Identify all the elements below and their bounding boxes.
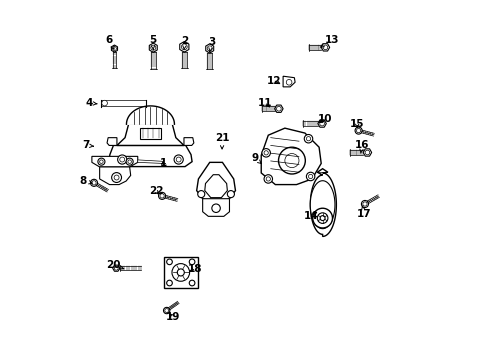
Text: 9: 9 — [251, 153, 261, 164]
Text: 8: 8 — [80, 176, 92, 186]
Text: 10: 10 — [318, 114, 333, 124]
Text: 21: 21 — [215, 133, 229, 149]
Polygon shape — [363, 149, 371, 156]
Polygon shape — [206, 44, 214, 53]
Polygon shape — [283, 76, 295, 87]
Circle shape — [189, 259, 195, 265]
Circle shape — [286, 80, 292, 85]
Polygon shape — [310, 181, 335, 229]
Circle shape — [198, 190, 205, 198]
Text: 14: 14 — [304, 211, 318, 221]
Polygon shape — [203, 199, 229, 216]
Polygon shape — [318, 120, 326, 127]
Circle shape — [164, 307, 170, 314]
Polygon shape — [274, 105, 283, 112]
Text: 16: 16 — [355, 140, 369, 153]
Circle shape — [355, 127, 362, 134]
Circle shape — [112, 172, 122, 183]
Text: 6: 6 — [105, 35, 114, 49]
Polygon shape — [113, 265, 120, 271]
Text: 5: 5 — [149, 35, 156, 50]
Circle shape — [172, 264, 190, 281]
Polygon shape — [126, 106, 174, 124]
Circle shape — [174, 155, 183, 164]
Text: 3: 3 — [208, 37, 215, 52]
Text: 13: 13 — [320, 35, 340, 47]
Text: 2: 2 — [181, 36, 189, 50]
Text: 4: 4 — [85, 98, 97, 108]
Polygon shape — [107, 138, 117, 145]
Polygon shape — [140, 128, 161, 139]
Circle shape — [91, 179, 98, 186]
Polygon shape — [196, 162, 236, 202]
Polygon shape — [184, 138, 194, 145]
Circle shape — [262, 149, 270, 157]
Text: 15: 15 — [350, 119, 365, 129]
Circle shape — [177, 269, 184, 276]
Circle shape — [313, 208, 333, 228]
Text: 22: 22 — [149, 186, 163, 196]
Text: 7: 7 — [82, 140, 94, 150]
Text: 1: 1 — [160, 158, 167, 168]
Circle shape — [320, 216, 325, 221]
Polygon shape — [111, 45, 118, 52]
Circle shape — [126, 158, 133, 165]
Circle shape — [102, 100, 107, 106]
Text: 18: 18 — [188, 264, 202, 274]
Text: 11: 11 — [258, 98, 273, 108]
Circle shape — [167, 259, 172, 265]
Polygon shape — [138, 160, 163, 163]
Text: 12: 12 — [267, 76, 281, 86]
Polygon shape — [99, 167, 131, 185]
Circle shape — [159, 192, 166, 199]
Circle shape — [167, 280, 172, 286]
Polygon shape — [92, 156, 138, 167]
Polygon shape — [149, 43, 157, 52]
Polygon shape — [117, 124, 184, 145]
Text: 20: 20 — [106, 260, 124, 270]
Circle shape — [304, 135, 313, 143]
Polygon shape — [164, 257, 198, 288]
Text: 19: 19 — [166, 312, 180, 322]
Polygon shape — [180, 41, 189, 52]
Polygon shape — [321, 44, 330, 51]
Circle shape — [278, 147, 305, 174]
Text: 17: 17 — [357, 206, 371, 219]
Polygon shape — [205, 175, 227, 198]
Circle shape — [306, 172, 315, 181]
Circle shape — [189, 280, 195, 286]
Polygon shape — [109, 145, 192, 167]
Circle shape — [264, 175, 272, 183]
Circle shape — [118, 155, 127, 164]
Circle shape — [362, 201, 368, 207]
Polygon shape — [261, 128, 321, 185]
Circle shape — [212, 204, 220, 212]
Circle shape — [227, 190, 234, 198]
Circle shape — [98, 158, 105, 165]
Polygon shape — [310, 169, 336, 237]
